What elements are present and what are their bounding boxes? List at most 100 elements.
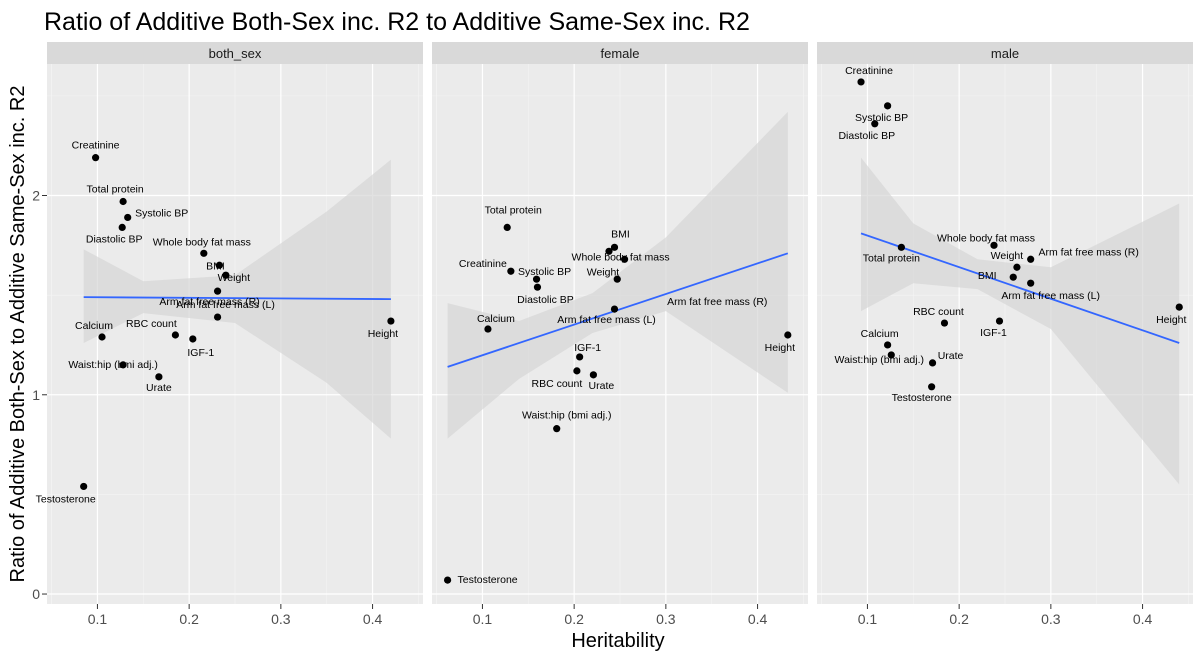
facet-strip-label: both_sex <box>209 46 262 61</box>
data-point <box>387 317 395 325</box>
point-label: IGF-1 <box>574 342 601 354</box>
data-point <box>940 319 949 327</box>
point-label: Weight <box>587 266 620 278</box>
point-label: Weight <box>218 272 251 284</box>
x-tick-label: 0.4 <box>363 611 383 627</box>
facet-panels: 0 1 2 both_sex Creatinine Total protein Systol… <box>32 42 1193 627</box>
data-point <box>171 331 179 339</box>
point-label: BMI <box>611 228 630 240</box>
point-label: Calcium <box>477 313 515 325</box>
point-label: Height <box>1156 314 1186 326</box>
confidence-ribbon <box>83 159 391 439</box>
point-label: RBC count <box>532 378 583 390</box>
x-tick-label: 0.3 <box>656 611 676 627</box>
data-point <box>928 359 937 367</box>
data-point <box>589 371 598 379</box>
point-label: Testosterone <box>36 493 96 505</box>
point-label: IGF-1 <box>187 347 214 359</box>
x-tick-label: 0.1 <box>88 611 108 627</box>
data-point <box>610 305 619 313</box>
point-label: Total protein <box>485 204 542 216</box>
point-label: Arm fat free mass (L) <box>176 299 275 311</box>
data-point <box>990 241 998 249</box>
confidence-ribbon <box>861 157 1180 485</box>
point-label: Diastolic BP <box>86 233 143 245</box>
data-point <box>1013 263 1021 271</box>
point-label: Arm fat free mass (R) <box>159 296 259 308</box>
data-point <box>532 275 541 283</box>
point-label: Arm fat free mass (R) <box>667 296 767 308</box>
data-point <box>884 341 892 349</box>
y-axis-title: Ratio of Additive Both-Sex to Additive S… <box>7 86 29 583</box>
point-label: Arm fat free mass (R) <box>1038 246 1138 258</box>
facet-panel-both-sex: both_sex Creatinine Total protein Systolic … <box>36 42 423 627</box>
point-label: Calcium <box>861 328 899 340</box>
data-point <box>119 361 127 369</box>
point-label: Urate <box>146 382 172 394</box>
x-tick-label: 0.3 <box>1041 611 1061 627</box>
point-label: Testosterone <box>892 392 952 404</box>
x-tick-label: 0.4 <box>748 611 768 627</box>
point-label: IGF-1 <box>980 327 1007 339</box>
data-point <box>155 373 163 381</box>
point-label: Calcium <box>75 320 113 332</box>
data-point <box>118 223 126 231</box>
point-label: Height <box>765 342 795 354</box>
data-point <box>928 383 936 391</box>
x-tick-label: 0.3 <box>271 611 291 627</box>
data-point <box>200 249 208 257</box>
data-point <box>613 275 621 283</box>
data-point <box>605 247 613 255</box>
facet-panel-male: male Creatinine Systolic BP Diastolic BP Who… <box>817 42 1193 627</box>
data-point <box>80 482 88 491</box>
point-label: BMI <box>978 270 997 282</box>
data-point <box>533 283 542 291</box>
data-point <box>1175 303 1183 311</box>
point-label: Creatinine <box>459 258 507 270</box>
data-point <box>213 287 222 295</box>
x-tick-label: 0.2 <box>949 611 969 627</box>
confidence-ribbon <box>447 111 788 439</box>
point-label: Waist:hip (bmi adj.) <box>522 410 611 422</box>
data-point <box>610 243 619 251</box>
point-label: Weight <box>991 250 1024 262</box>
data-point <box>222 271 230 279</box>
data-point <box>1027 279 1035 287</box>
point-label: Whole body fat mass <box>572 251 670 263</box>
facet-panel-female: female Total protein BMI Whole body fat mas… <box>432 42 808 627</box>
data-point <box>884 102 892 110</box>
facet-strip-label: female <box>600 46 639 61</box>
data-point <box>484 325 492 333</box>
data-point <box>189 335 197 343</box>
x-tick-label: 0.2 <box>179 611 199 627</box>
data-point <box>213 313 222 321</box>
x-tick-label: 0.2 <box>564 611 584 627</box>
point-label: Diastolic BP <box>838 130 895 142</box>
data-point <box>215 261 224 269</box>
point-label: Systolic BP <box>855 112 908 124</box>
x-tick-label: 0.4 <box>1133 611 1153 627</box>
y-tick-label: 0 <box>32 586 40 602</box>
facet-strip <box>47 42 423 64</box>
data-point <box>119 197 127 206</box>
point-label: Systolic BP <box>135 207 188 219</box>
fit-line <box>860 232 1180 344</box>
fit-line <box>83 296 391 301</box>
point-label: Creatinine <box>845 65 893 77</box>
point-label: Testosterone <box>458 574 518 586</box>
data-point <box>871 120 879 128</box>
x-tick-label: 0.1 <box>858 611 878 627</box>
data-point <box>784 331 792 339</box>
point-label: Diastolic BP <box>517 294 574 306</box>
point-label: RBC count <box>913 306 964 318</box>
point-label: Whole body fat mass <box>153 236 251 248</box>
point-label: Creatinine <box>72 140 120 152</box>
point-label: BMI <box>206 260 225 272</box>
data-point <box>995 317 1004 325</box>
point-label: Urate <box>589 380 615 392</box>
y-tick-label: 2 <box>32 188 40 204</box>
x-axis-title: Heritability <box>571 630 664 652</box>
y-tick-label: 1 <box>32 387 40 403</box>
data-point <box>92 154 100 162</box>
